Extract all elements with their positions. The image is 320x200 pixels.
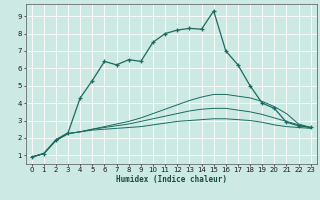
X-axis label: Humidex (Indice chaleur): Humidex (Indice chaleur) <box>116 175 227 184</box>
